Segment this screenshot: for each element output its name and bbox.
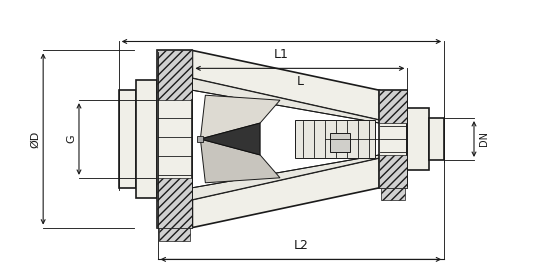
Polygon shape xyxy=(197,136,204,142)
Polygon shape xyxy=(382,188,405,200)
Polygon shape xyxy=(192,155,380,200)
Polygon shape xyxy=(192,50,380,120)
Polygon shape xyxy=(408,108,429,170)
Polygon shape xyxy=(157,50,192,100)
Polygon shape xyxy=(200,139,280,183)
Text: DN: DN xyxy=(479,131,489,147)
Polygon shape xyxy=(192,78,380,123)
Text: ØD: ØD xyxy=(30,130,40,148)
Polygon shape xyxy=(200,95,280,139)
Polygon shape xyxy=(119,90,136,188)
Text: G: G xyxy=(66,135,76,143)
Polygon shape xyxy=(158,228,190,242)
Polygon shape xyxy=(379,155,408,188)
Polygon shape xyxy=(157,178,192,228)
Text: L1: L1 xyxy=(274,48,289,61)
Polygon shape xyxy=(200,123,260,155)
Polygon shape xyxy=(136,80,157,198)
Polygon shape xyxy=(379,90,408,188)
Polygon shape xyxy=(157,50,192,228)
Polygon shape xyxy=(379,90,408,123)
Text: L: L xyxy=(296,75,304,88)
Text: L2: L2 xyxy=(294,239,309,252)
Polygon shape xyxy=(330,133,350,152)
Polygon shape xyxy=(429,118,444,160)
Polygon shape xyxy=(295,120,375,158)
Polygon shape xyxy=(192,158,380,228)
